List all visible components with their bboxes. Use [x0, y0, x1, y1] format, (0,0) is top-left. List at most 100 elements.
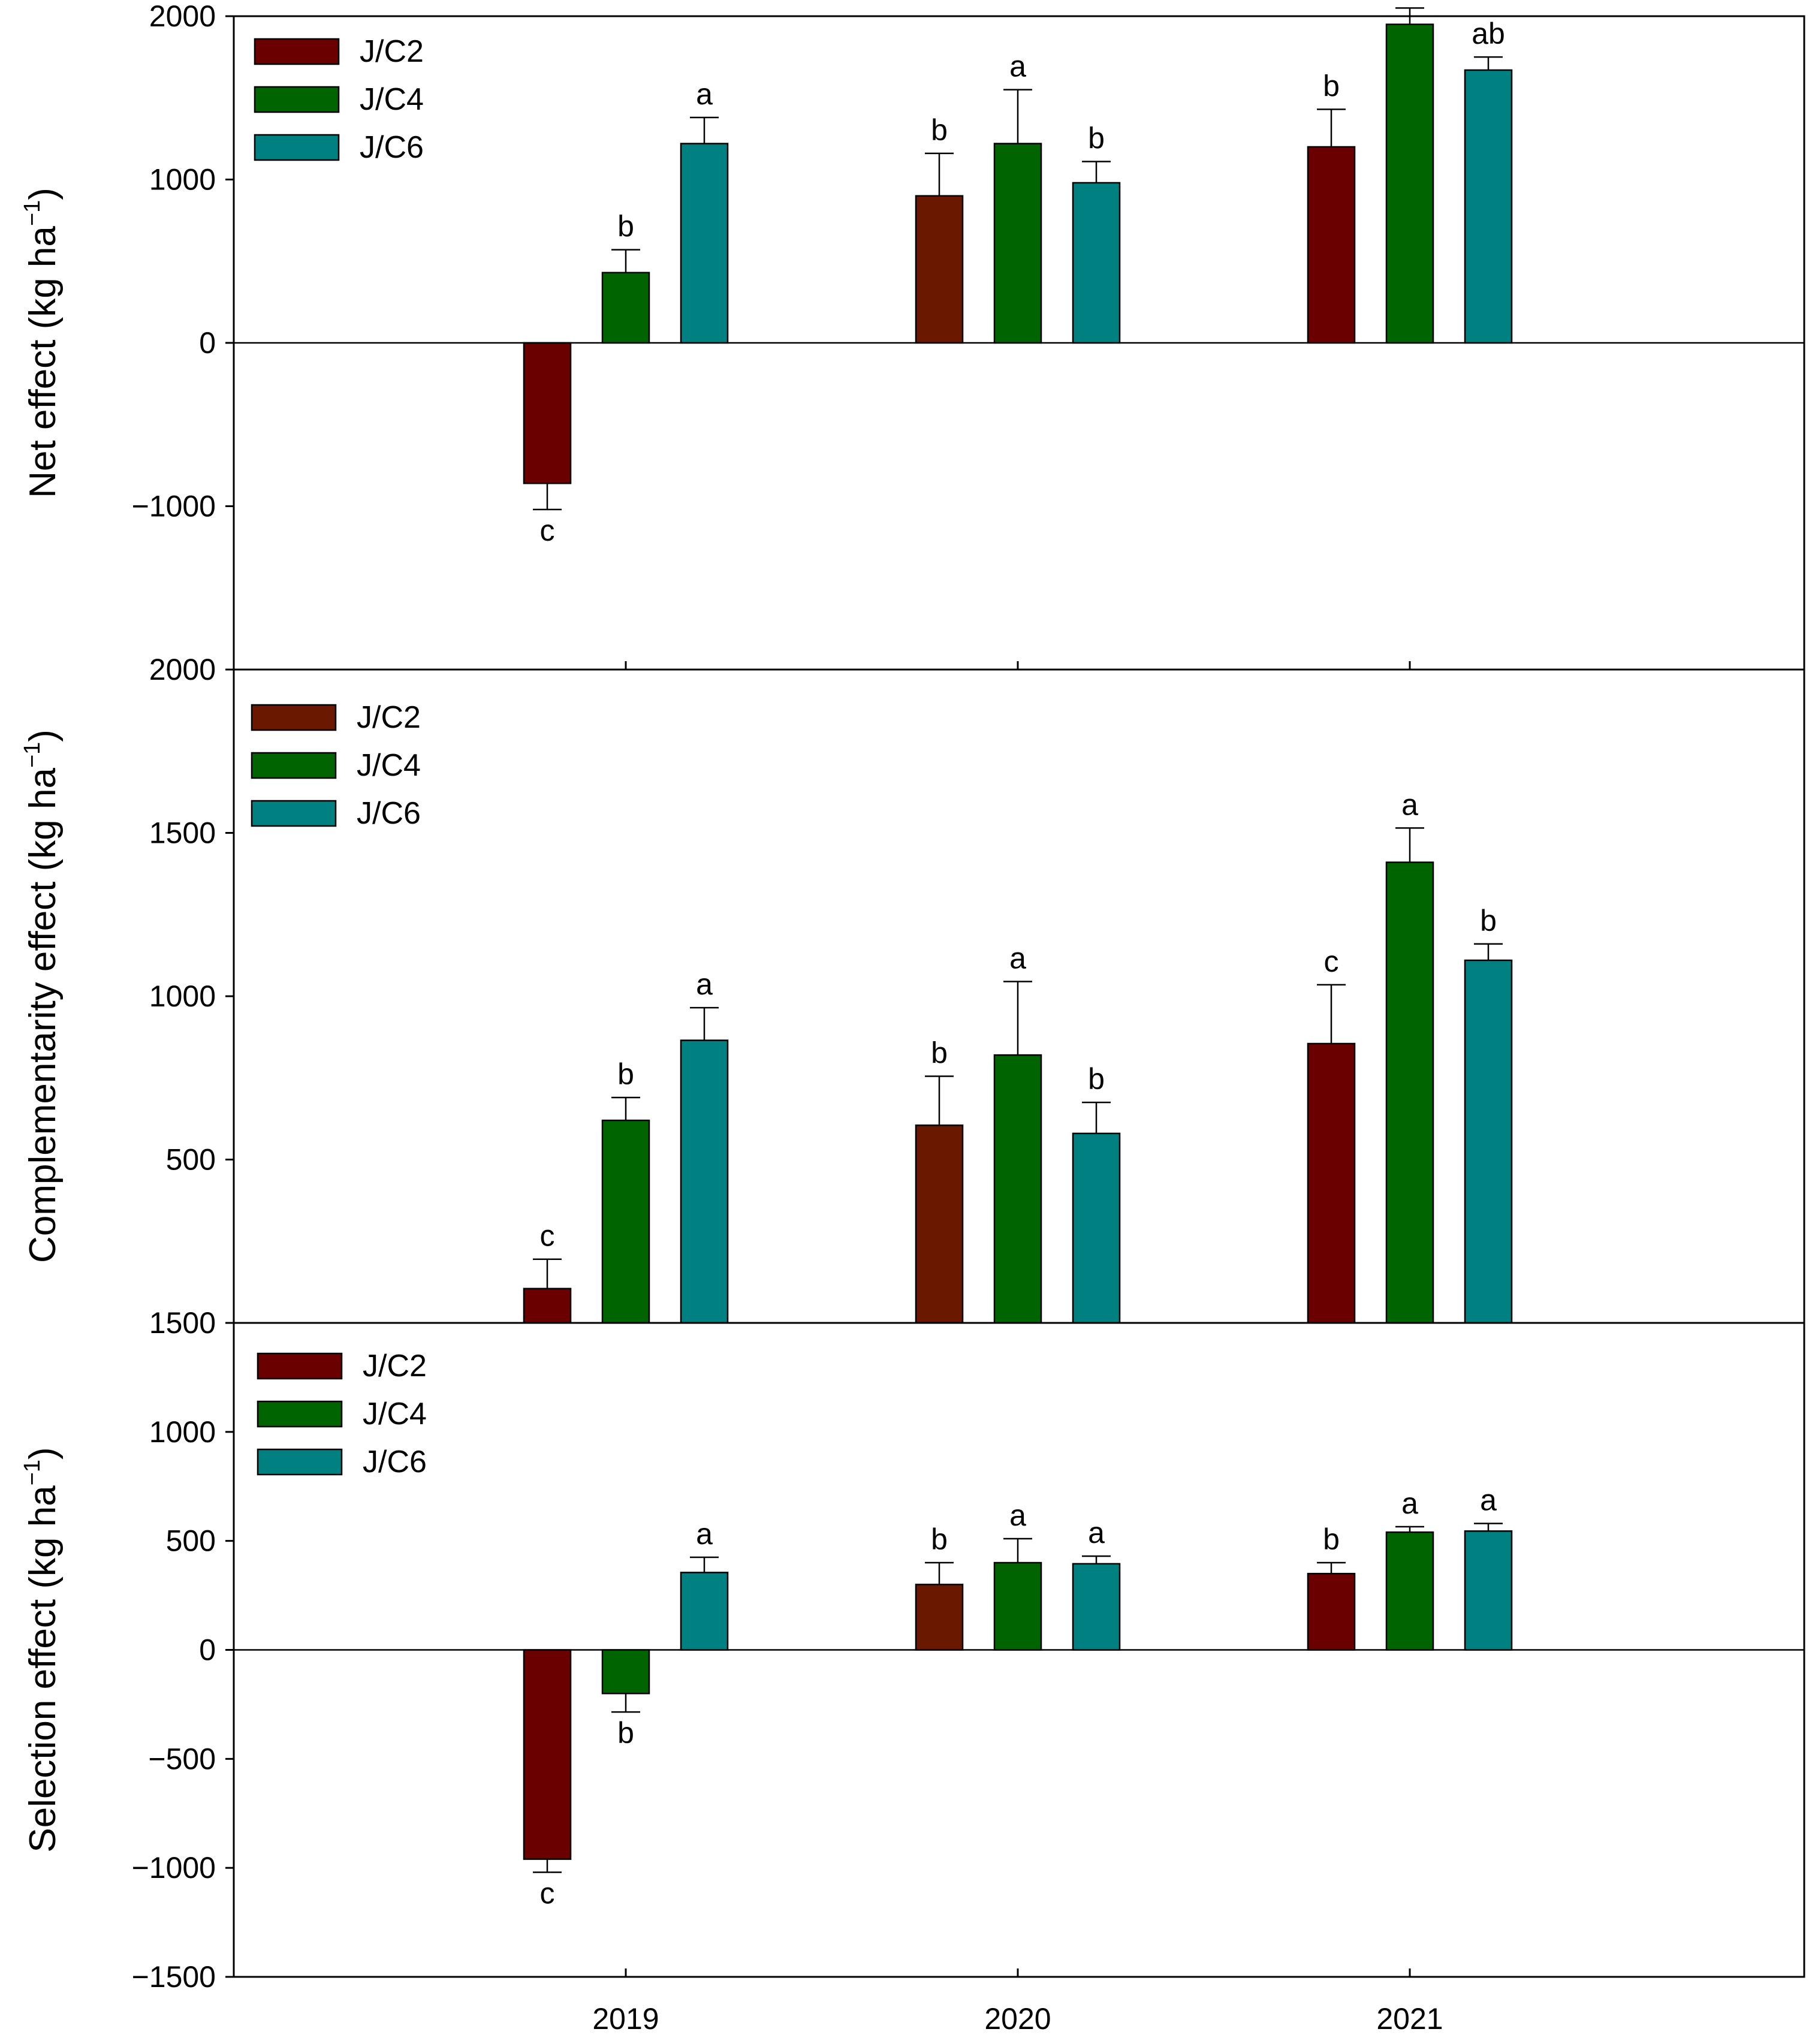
y-tick-label: −1500 — [132, 1960, 216, 1994]
legend-swatch-j-c6 — [251, 800, 337, 827]
y-tick-label: 500 — [166, 1143, 216, 1177]
y-axis-label-end: ) — [22, 188, 64, 200]
significance-letter: b — [617, 210, 634, 243]
legend-label: J/C6 — [360, 130, 424, 165]
y-tick-label: 1000 — [149, 979, 216, 1013]
y-axis-label-sup: −1 — [20, 1460, 45, 1485]
panel-1: −1000 0 1000 2000 Net effect (kg ha−1) c b b b a a… — [20, 0, 1805, 671]
panel-3: −1500 −1000 −500 0 500 1000 1500 Selection effe… — [20, 1306, 1805, 1994]
bar-j-c4-2019 — [601, 1119, 650, 1324]
bar-j-c2-2019 — [523, 1649, 572, 1860]
bar-j-c6-2019 — [680, 143, 729, 344]
significance-letter: a — [696, 77, 713, 111]
bar-j-c2-2021 — [1307, 146, 1356, 344]
bar-j-c4-2021 — [1385, 1531, 1434, 1651]
bar-j-c6-2020 — [1072, 182, 1121, 344]
significance-letter: b — [931, 1523, 948, 1556]
significance-letter: a — [1009, 1499, 1026, 1532]
bar-j-c2-2021 — [1307, 1042, 1356, 1324]
y-axis-label: Selection effect (kg ha−1) — [20, 1447, 64, 1852]
significance-letter: a — [1401, 788, 1418, 821]
y-axis-label: Net effect (kg ha−1) — [20, 188, 64, 498]
y-tick-label: −1000 — [132, 490, 216, 523]
y-axis-label-sup: −1 — [20, 200, 45, 226]
y-axis-label: Complementarity effect (kg ha−1) — [20, 729, 64, 1263]
bar-j-c4-2021 — [1385, 23, 1434, 344]
bar-j-c6-2021 — [1464, 69, 1513, 344]
legend-label: J/C4 — [357, 748, 421, 783]
legend-label: J/C2 — [357, 700, 421, 735]
x-tick-label-2019: 2019 — [592, 2002, 659, 2036]
bar-j-c4-2020 — [993, 1054, 1042, 1324]
legend-swatch-j-c2 — [257, 1352, 343, 1380]
y-tick-label: 1500 — [149, 816, 216, 850]
x-tick-label-2021: 2021 — [1376, 2002, 1443, 2036]
legend-swatch-j-c6 — [257, 1448, 343, 1476]
significance-letter: a — [696, 967, 713, 1001]
significance-letter: a — [1009, 941, 1026, 975]
significance-letter: b — [617, 1716, 634, 1750]
bar-j-c6-2019 — [680, 1039, 729, 1324]
panel-2: 500 1000 1500 2000 Complementarity effect (k… — [20, 653, 1805, 1324]
y-tick-label: 1500 — [149, 1306, 216, 1340]
legend-label: J/C4 — [360, 82, 424, 117]
legend-label: J/C6 — [363, 1445, 427, 1479]
significance-letter: b — [1323, 69, 1340, 102]
bar-j-c6-2019 — [680, 1572, 729, 1651]
bar-j-c6-2020 — [1072, 1132, 1121, 1324]
y-tick-label: 500 — [166, 1524, 216, 1558]
significance-letter: b — [931, 113, 948, 147]
legend-swatch-j-c6 — [254, 134, 340, 161]
y-tick-label: 0 — [199, 326, 216, 360]
significance-letter: c — [540, 1219, 555, 1253]
y-tick-label: 2000 — [149, 653, 216, 686]
bar-j-c6-2021 — [1464, 1530, 1513, 1651]
significance-letter: b — [1088, 1062, 1105, 1096]
bar-j-c4-2019 — [601, 272, 650, 344]
legend-label: J/C2 — [363, 1349, 427, 1383]
bar-j-c2-2020 — [915, 195, 964, 344]
bar-j-c6-2021 — [1464, 959, 1513, 1324]
significance-letter: ab — [1472, 17, 1505, 50]
y-axis-label-sup: −1 — [20, 742, 45, 768]
bar-j-c4-2019 — [601, 1649, 650, 1695]
significance-letter: a — [1401, 0, 1418, 1]
y-tick-label: 0 — [199, 1633, 216, 1667]
significance-letter: a — [1480, 1484, 1497, 1517]
legend-label: J/C4 — [363, 1397, 427, 1431]
bar-j-c2-2019 — [523, 1288, 572, 1324]
legend-swatch-j-c2 — [251, 704, 337, 731]
bar-j-c4-2021 — [1385, 861, 1434, 1324]
y-axis-label-main: Complementarity effect (kg ha — [22, 768, 64, 1263]
y-axis-label-main: Net effect (kg ha — [22, 226, 64, 498]
legend-label: J/C6 — [357, 796, 421, 831]
significance-letter: c — [540, 514, 555, 547]
y-axis-label-main: Selection effect (kg ha — [22, 1485, 64, 1853]
y-tick-label: 1000 — [149, 1415, 216, 1449]
significance-letter: b — [617, 1057, 634, 1091]
significance-letter: a — [1401, 1487, 1418, 1520]
y-tick-label: 1000 — [149, 163, 216, 197]
significance-letter: b — [931, 1036, 948, 1070]
significance-letter: b — [1323, 1523, 1340, 1556]
y-axis-label-end: ) — [22, 729, 64, 742]
bar-j-c2-2021 — [1307, 1572, 1356, 1651]
significance-letter: b — [1088, 122, 1105, 155]
legend-swatch-j-c4 — [254, 86, 340, 113]
legend-swatch-j-c4 — [257, 1400, 343, 1428]
x-tick-label-2020: 2020 — [984, 2002, 1051, 2036]
y-tick-label: −1000 — [132, 1851, 216, 1885]
significance-letter: c — [1324, 945, 1339, 978]
legend-label: J/C2 — [360, 34, 424, 69]
bar-j-c2-2020 — [915, 1584, 964, 1651]
y-tick-label: −500 — [148, 1742, 216, 1775]
bar-j-c2-2019 — [523, 342, 572, 484]
bar-j-c2-2020 — [915, 1124, 964, 1324]
significance-letter: b — [1480, 904, 1497, 937]
y-tick-label: 2000 — [149, 0, 216, 33]
significance-letter: c — [540, 1876, 555, 1910]
legend-swatch-j-c2 — [254, 38, 340, 65]
legend-swatch-j-c4 — [251, 752, 337, 779]
significance-letter: a — [1009, 50, 1026, 83]
